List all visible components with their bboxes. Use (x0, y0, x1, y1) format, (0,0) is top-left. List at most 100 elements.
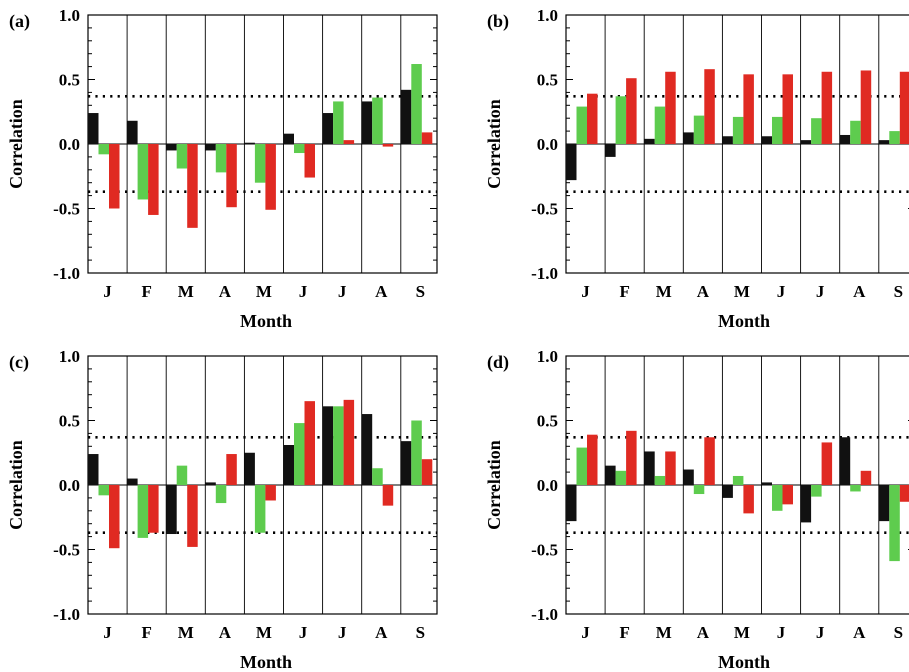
bar-series3-7 (860, 470, 872, 485)
bar-series3-6 (821, 442, 833, 485)
bar-series2-4 (732, 475, 744, 485)
bar-series3-8 (421, 459, 433, 485)
bar-series2-8 (889, 131, 900, 144)
bar-series2-1 (615, 96, 627, 144)
bar-series1-3 (205, 144, 216, 151)
bar-series3-0 (109, 144, 120, 209)
x-tick-label: M (256, 623, 272, 642)
x-tick-label: J (338, 623, 347, 642)
x-tick-label: A (219, 623, 232, 642)
x-tick-label: A (375, 623, 388, 642)
bar-series1-4 (244, 452, 255, 485)
x-tick-label: J (103, 282, 112, 301)
y-axis-label: Correlation (6, 440, 26, 530)
y-tick-label: -1.0 (531, 605, 558, 624)
x-tick-label: A (853, 282, 866, 301)
bar-series2-0 (576, 106, 587, 144)
x-tick-label: M (256, 282, 272, 301)
x-tick-label: M (656, 282, 672, 301)
bar-series2-2 (654, 106, 666, 144)
bar-series1-1 (605, 144, 616, 157)
x-axis-label: Month (718, 311, 770, 331)
bar-series1-2 (166, 144, 177, 151)
bar-series1-7 (839, 134, 851, 144)
bar-series2-7 (372, 468, 383, 485)
bar-series1-6 (322, 113, 334, 144)
bar-series2-5 (772, 485, 783, 511)
bar-series3-2 (665, 71, 676, 144)
bar-series2-7 (850, 120, 861, 144)
bar-series1-5 (283, 133, 294, 144)
y-tick-label: 0.5 (537, 412, 558, 431)
panel-c: 1.0 0.5 0.0 -0.5 -1.0 J F M A M J J A S Month Correlati… (6, 347, 438, 672)
x-tick-label: J (777, 282, 786, 301)
bar-series3-5 (304, 401, 315, 485)
bar-series1-3 (205, 482, 216, 485)
bar-series2-5 (294, 144, 305, 154)
x-tick-label: S (416, 282, 425, 301)
y-tick-label: 0.0 (537, 135, 558, 154)
bar-series3-3 (704, 69, 715, 144)
x-tick-label: J (581, 623, 590, 642)
y-tick-label: 1.0 (59, 347, 80, 366)
bar-series1-7 (361, 414, 373, 485)
bar-series3-6 (821, 71, 833, 144)
bar-series3-7 (382, 485, 394, 506)
bar-series3-5 (782, 485, 793, 505)
bar-series1-6 (800, 140, 812, 144)
bar-series3-5 (782, 74, 793, 144)
bar-series3-1 (148, 144, 159, 215)
bar-series1-1 (127, 120, 138, 144)
panel-d: 1.0 0.5 0.0 -0.5 -1.0 J F M A M J J A S Month Correlati… (484, 347, 909, 672)
x-tick-label: J (103, 623, 112, 642)
y-tick-label: 1.0 (537, 347, 558, 366)
x-axis-label: Month (240, 652, 292, 672)
bar-series2-2 (176, 144, 188, 169)
bar-series2-1 (615, 470, 627, 485)
bar-series2-5 (294, 423, 305, 485)
bar-series3-0 (587, 93, 598, 144)
bar-series2-4 (254, 485, 266, 533)
bar-series1-8 (400, 89, 412, 144)
y-axis-label: Correlation (484, 440, 504, 530)
x-tick-label: F (619, 623, 629, 642)
y-tick-label: 1.0 (537, 6, 558, 25)
bar-series1-6 (800, 485, 812, 523)
bar-series2-8 (889, 485, 900, 562)
bar-series3-8 (421, 132, 433, 144)
bar-series3-3 (226, 144, 237, 208)
bar-series3-8 (899, 485, 909, 502)
y-tick-label: -0.5 (531, 541, 558, 560)
bar-series3-7 (860, 70, 872, 144)
bar-series3-7 (382, 144, 394, 147)
bar-series1-3 (683, 469, 694, 485)
bar-series2-3 (215, 485, 227, 504)
y-tick-label: 0.0 (537, 476, 558, 495)
bar-series2-5 (772, 116, 783, 144)
y-tick-label: -0.5 (531, 200, 558, 219)
bar-series1-3 (683, 132, 694, 144)
panel-label: (b) (487, 11, 509, 32)
bar-series3-5 (304, 144, 315, 178)
bar-series2-4 (254, 144, 266, 183)
bar-series1-7 (839, 437, 851, 485)
bar-series2-3 (693, 485, 705, 495)
bar-series2-7 (372, 97, 383, 144)
bar-series1-0 (566, 144, 577, 181)
bar-series1-8 (400, 441, 412, 485)
bar-series3-2 (665, 451, 676, 485)
bar-series2-2 (176, 465, 188, 485)
bar-series2-6 (811, 118, 822, 144)
bar-series2-2 (654, 475, 666, 485)
bar-series3-4 (743, 485, 754, 514)
bar-series1-4 (722, 136, 733, 144)
x-axis-label: Month (240, 311, 292, 331)
x-tick-label: A (219, 282, 232, 301)
bar-series1-2 (644, 451, 655, 485)
bar-series1-8 (878, 140, 890, 144)
bar-series2-8 (411, 420, 422, 485)
bar-series2-8 (411, 64, 422, 144)
bar-series2-6 (333, 406, 344, 485)
x-tick-label: M (178, 623, 194, 642)
bar-series2-3 (215, 144, 227, 173)
